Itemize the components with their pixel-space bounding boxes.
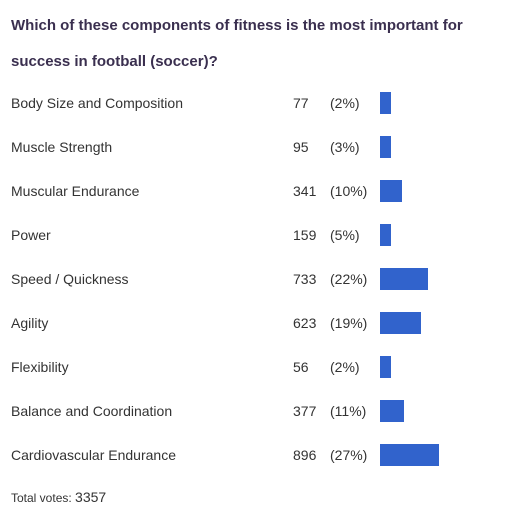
option-bar (380, 312, 421, 334)
poll-option-row: Power 159 (5%) (0, 213, 525, 257)
option-percent: (3%) (330, 139, 360, 155)
option-votes: 377 (293, 403, 317, 419)
option-bar (380, 400, 404, 422)
option-votes: 159 (293, 227, 317, 243)
option-votes: 56 (293, 359, 309, 375)
option-bar (380, 92, 391, 114)
total-votes: Total votes: 3357 (11, 489, 106, 505)
option-votes: 896 (293, 447, 317, 463)
poll-option-row: Balance and Coordination 377 (11%) (0, 389, 525, 433)
option-percent: (27%) (330, 447, 368, 463)
option-votes: 77 (293, 95, 309, 111)
total-votes-value: 3357 (75, 489, 107, 505)
option-label: Power (11, 227, 51, 243)
option-bar (380, 268, 428, 290)
option-percent: (10%) (330, 183, 368, 199)
option-bar (380, 180, 402, 202)
poll-option-row: Speed / Quickness 733 (22%) (0, 257, 525, 301)
option-bar (380, 356, 391, 378)
poll-option-row: Flexibility 56 (2%) (0, 345, 525, 389)
option-label: Cardiovascular Endurance (11, 447, 176, 463)
option-votes: 733 (293, 271, 317, 287)
option-votes: 95 (293, 139, 309, 155)
poll-option-row: Body Size and Composition 77 (2%) (0, 81, 525, 125)
option-label: Muscle Strength (11, 139, 113, 155)
poll-option-row: Muscle Strength 95 (3%) (0, 125, 525, 169)
option-label: Balance and Coordination (11, 403, 173, 419)
poll-options-list: Body Size and Composition 77 (2%) Muscle… (0, 81, 525, 477)
option-bar (380, 444, 439, 466)
option-percent: (5%) (330, 227, 360, 243)
total-votes-label: Total votes: (11, 491, 72, 505)
option-label: Agility (11, 315, 49, 331)
option-percent: (11%) (330, 403, 367, 419)
option-bar (380, 136, 391, 158)
option-votes: 341 (293, 183, 317, 199)
poll-option-row: Agility 623 (19%) (0, 301, 525, 345)
option-label: Muscular Endurance (11, 183, 140, 199)
option-percent: (19%) (330, 315, 368, 331)
poll-option-row: Cardiovascular Endurance 896 (27%) (0, 433, 525, 477)
option-label: Speed / Quickness (11, 271, 129, 287)
option-label: Body Size and Composition (11, 95, 183, 111)
option-votes: 623 (293, 315, 317, 331)
option-percent: (22%) (330, 271, 368, 287)
option-bar (380, 224, 391, 246)
poll-question: Which of these components of fitness is … (11, 17, 463, 70)
poll-option-row: Muscular Endurance 341 (10%) (0, 169, 525, 213)
option-percent: (2%) (330, 359, 360, 375)
option-percent: (2%) (330, 95, 360, 111)
option-label: Flexibility (11, 359, 69, 375)
